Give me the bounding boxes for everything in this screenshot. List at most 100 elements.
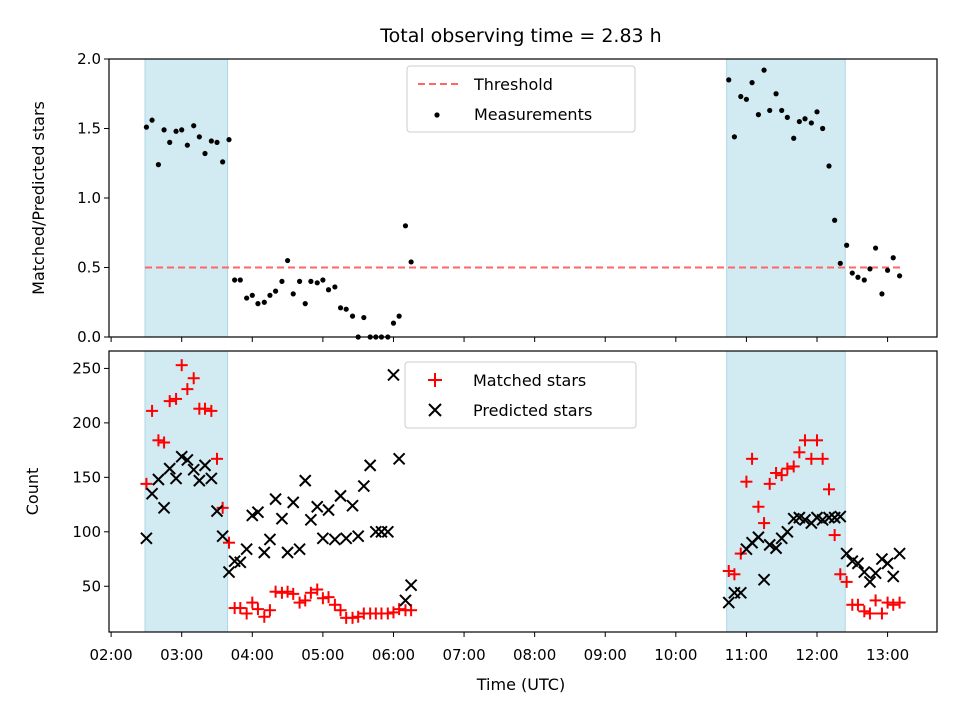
matched-legend-swatch xyxy=(428,373,442,387)
predicted-star-point xyxy=(240,543,253,556)
matched-star-point xyxy=(752,500,765,513)
matched-star-point xyxy=(869,594,882,607)
measurement-point xyxy=(244,295,250,301)
measurement-point xyxy=(849,270,855,276)
ratio-y-ticks: 0.0 0.5 1.0 1.5 2.0 xyxy=(77,50,109,346)
measurement-point xyxy=(779,107,785,114)
matched-star-point xyxy=(823,483,835,496)
highlight-span-2 xyxy=(726,350,846,633)
measurement-point xyxy=(844,242,850,248)
predicted-star-point xyxy=(281,546,294,559)
measurement-point xyxy=(738,93,744,100)
matched-star-point xyxy=(346,611,359,624)
matched-star-point xyxy=(275,586,288,599)
predicted-star-point xyxy=(311,500,324,513)
predicted-star-point xyxy=(263,533,277,546)
predicted-star-point xyxy=(322,503,335,517)
measurement-point xyxy=(884,267,891,273)
count-points xyxy=(140,359,906,624)
measurement-point xyxy=(325,287,332,293)
predicted-star-point xyxy=(822,511,836,524)
measurement-point xyxy=(855,274,861,280)
y-tick-label: 2.0 xyxy=(77,50,101,68)
ratio-y-axis-label: Matched/Predicted stars xyxy=(29,101,48,295)
x-tick-label: 06:00 xyxy=(372,646,415,664)
matched-star-point xyxy=(775,469,788,482)
predicted-star-point xyxy=(781,525,794,539)
measurement-point xyxy=(279,278,285,284)
predicted-star-point xyxy=(851,557,865,570)
predicted-star-point xyxy=(357,479,371,493)
measurement-point xyxy=(196,134,202,140)
predicted-star-point xyxy=(157,501,171,515)
matched-star-point xyxy=(381,607,394,620)
predicted-star-point xyxy=(346,499,359,512)
threshold-legend-label: Threshold xyxy=(473,75,553,94)
measurement-point xyxy=(896,273,903,279)
predicted-star-point xyxy=(316,532,330,545)
measurement-point xyxy=(796,118,802,125)
matched-legend-label: Matched stars xyxy=(473,371,586,390)
predicted-star-point xyxy=(334,489,347,503)
predicted-star-point xyxy=(304,513,318,527)
measurement-point xyxy=(343,306,349,312)
measurement-point xyxy=(249,292,255,298)
matched-star-point xyxy=(246,596,259,609)
measurement-point xyxy=(837,260,843,266)
measurement-point xyxy=(155,162,162,168)
predicted-star-point xyxy=(258,546,271,559)
measurement-point xyxy=(143,124,150,130)
matched-star-point xyxy=(816,452,829,465)
predicted-star-point xyxy=(175,450,188,463)
predicted-star-point xyxy=(328,533,342,546)
predicted-star-point xyxy=(404,578,418,592)
predicted-star-point xyxy=(287,496,300,509)
matched-star-point xyxy=(763,477,776,490)
matched-star-point xyxy=(163,395,176,408)
measurement-point xyxy=(767,107,773,114)
matched-star-point xyxy=(811,434,823,447)
measurement-point xyxy=(337,305,344,311)
ratio-legend-box xyxy=(406,65,636,133)
matched-star-point xyxy=(199,402,211,415)
y-tick-label: 1.5 xyxy=(77,120,101,138)
matched-star-point xyxy=(263,604,276,617)
predicted-star-point xyxy=(299,474,312,487)
matched-star-point xyxy=(834,568,847,581)
x-tick-label: 10:00 xyxy=(654,646,697,664)
measurement-point xyxy=(802,116,808,122)
x-tick-label: 09:00 xyxy=(584,646,627,664)
matched-star-point xyxy=(287,587,300,600)
measurement-point xyxy=(755,112,762,118)
measurement-point xyxy=(161,127,167,133)
measurement-point xyxy=(731,134,738,140)
predicted-star-point xyxy=(163,462,176,475)
measurement-point xyxy=(879,291,885,297)
measurement-point xyxy=(867,266,873,272)
y-tick-label: 1.0 xyxy=(77,189,101,207)
measurement-point xyxy=(814,109,820,115)
x-tick-label: 05:00 xyxy=(301,646,344,664)
measurement-point xyxy=(167,139,173,145)
matched-star-point xyxy=(787,460,800,473)
measurement-point xyxy=(872,245,879,251)
predicted-star-point xyxy=(222,565,236,579)
y-tick-label: 0.5 xyxy=(77,259,101,277)
measurement-point xyxy=(202,150,208,157)
matched-star-point xyxy=(881,596,894,609)
matched-star-point xyxy=(240,607,253,620)
predicted-star-point xyxy=(392,452,406,466)
predicted-star-point xyxy=(863,575,877,589)
ratio-legend: Threshold Measurements xyxy=(406,65,636,133)
measurement-point xyxy=(320,277,326,283)
matched-star-point xyxy=(858,605,871,618)
matched-star-point xyxy=(863,607,876,620)
predicted-star-point xyxy=(351,529,365,543)
predicted-star-point xyxy=(399,594,412,607)
matched-star-point xyxy=(269,585,282,598)
y-tick-label: 100 xyxy=(72,523,101,541)
matched-star-point xyxy=(140,477,153,490)
count-highlight-spans xyxy=(144,350,846,633)
predicted-star-point xyxy=(205,472,218,485)
matched-star-point xyxy=(234,602,247,615)
